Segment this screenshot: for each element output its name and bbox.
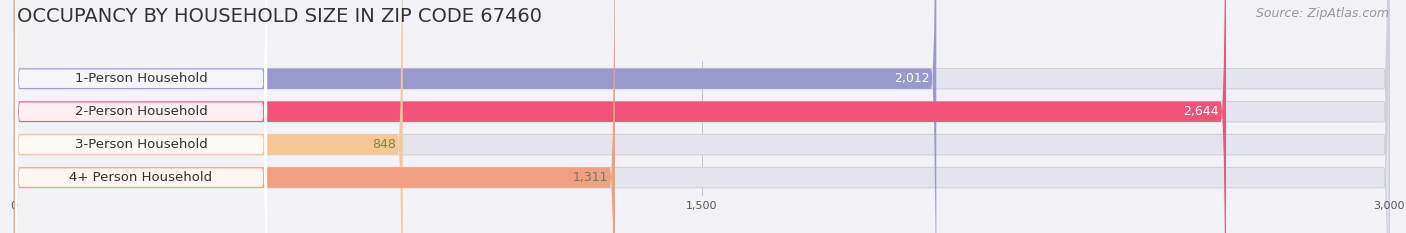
FancyBboxPatch shape xyxy=(14,0,614,233)
FancyBboxPatch shape xyxy=(15,0,267,233)
Text: 2,012: 2,012 xyxy=(894,72,929,85)
FancyBboxPatch shape xyxy=(14,0,1389,233)
FancyBboxPatch shape xyxy=(14,0,402,233)
Text: 2-Person Household: 2-Person Household xyxy=(75,105,208,118)
Text: Source: ZipAtlas.com: Source: ZipAtlas.com xyxy=(1256,7,1389,20)
FancyBboxPatch shape xyxy=(15,0,267,233)
FancyBboxPatch shape xyxy=(14,0,1226,233)
Text: 4+ Person Household: 4+ Person Household xyxy=(69,171,212,184)
Text: 1,311: 1,311 xyxy=(572,171,607,184)
Text: 3-Person Household: 3-Person Household xyxy=(75,138,208,151)
FancyBboxPatch shape xyxy=(14,0,1389,233)
FancyBboxPatch shape xyxy=(15,0,267,233)
FancyBboxPatch shape xyxy=(15,0,267,233)
Text: 848: 848 xyxy=(373,138,396,151)
FancyBboxPatch shape xyxy=(14,0,1389,233)
Text: OCCUPANCY BY HOUSEHOLD SIZE IN ZIP CODE 67460: OCCUPANCY BY HOUSEHOLD SIZE IN ZIP CODE … xyxy=(17,7,541,26)
Text: 2,644: 2,644 xyxy=(1184,105,1219,118)
FancyBboxPatch shape xyxy=(14,0,1389,233)
FancyBboxPatch shape xyxy=(14,0,936,233)
Text: 1-Person Household: 1-Person Household xyxy=(75,72,208,85)
